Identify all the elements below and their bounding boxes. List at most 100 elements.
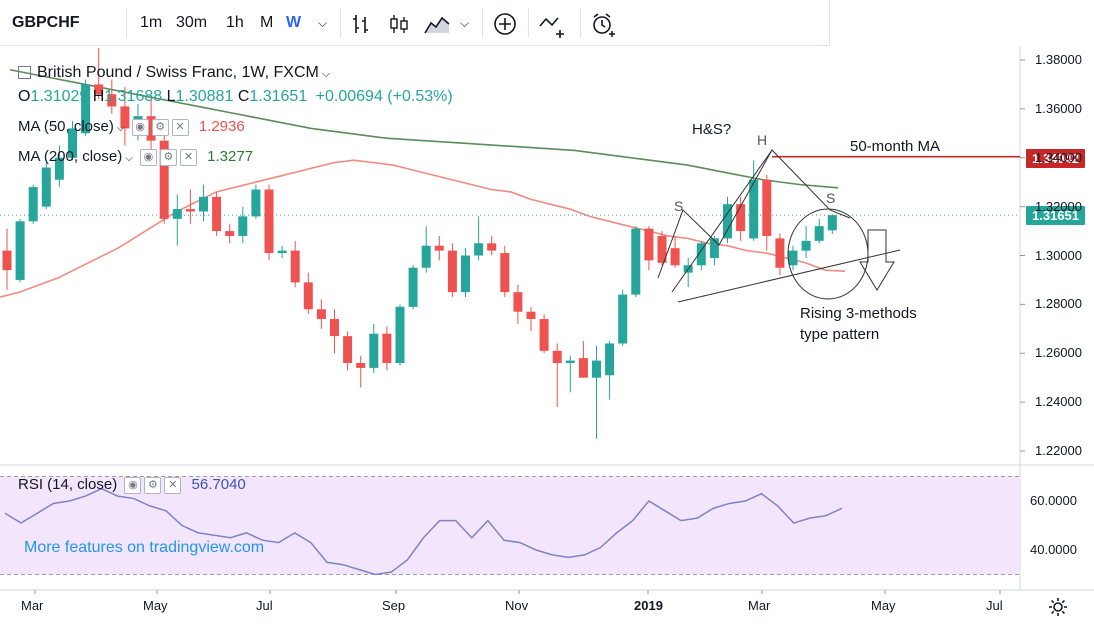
candle-body (107, 94, 117, 107)
alert-clock-icon[interactable] (590, 11, 618, 37)
candle-body (251, 189, 261, 217)
right-shoulder-annotation: S (826, 190, 836, 206)
close-icon[interactable]: ✕ (179, 148, 197, 166)
chevron-down-icon[interactable]: ⌵ (321, 68, 331, 80)
candle-body (225, 231, 235, 236)
candle-body (2, 250, 12, 271)
candle-body (578, 358, 588, 378)
left-shoulder-annotation: S (674, 198, 684, 214)
candle-body (408, 267, 418, 307)
head-annotation: H (757, 132, 768, 148)
price-tick-label: 1.34000 (1035, 149, 1082, 165)
ma200-line (9, 68, 839, 189)
settings-gear-icon[interactable] (1048, 597, 1068, 617)
settings-icon[interactable]: ⚙ (144, 476, 162, 494)
interval-m[interactable]: M (260, 14, 274, 31)
time-tick-label: Mar (748, 598, 771, 613)
candle-body (736, 204, 746, 232)
ma50-line (0, 159, 846, 298)
ma50-value: 1.2936 (198, 118, 245, 135)
interval-1m[interactable]: 1m (140, 14, 163, 31)
watermark-link[interactable]: More features on tradingview.com (24, 539, 265, 556)
chevron-down-icon[interactable]: ⌵ (125, 153, 133, 164)
compare-icon[interactable] (538, 12, 570, 38)
eye-icon[interactable]: ◉ (124, 476, 142, 494)
head-shoulders-outline (657, 149, 851, 279)
price-tick-label: 1.24000 (1035, 394, 1082, 410)
toolbar-divider (482, 8, 483, 38)
neckline (677, 249, 901, 303)
time-tick-label: Nov (505, 598, 529, 613)
chevron-down-icon[interactable]: ⌵ (116, 123, 125, 134)
ohlc-legend: O1.31029 H1.31688 L1.30881 C1.31651 +0.0… (18, 88, 453, 106)
interval-w[interactable]: W (286, 14, 302, 31)
candle-body (41, 167, 51, 207)
price-tick-label: 1.36000 (1035, 100, 1082, 116)
candle-body (421, 245, 431, 268)
price-tick-label: 1.38000 (1035, 52, 1082, 67)
candle-body (565, 360, 575, 364)
time-tick-label: Jul (256, 598, 273, 613)
last-price-tag: 1.31651 (1026, 206, 1085, 225)
candle-body (709, 238, 719, 258)
interval-30m[interactable]: 30m (176, 14, 208, 31)
pattern-annotation-line1: Rising 3-methods (800, 305, 917, 322)
interval-1h[interactable]: 1h (226, 14, 244, 31)
price-tick-label: 1.28000 (1035, 296, 1082, 312)
eye-icon[interactable]: ◉ (139, 148, 157, 166)
open-value: 1.31029 (30, 88, 89, 105)
settings-icon[interactable]: ⚙ (151, 118, 169, 136)
candle-body (461, 255, 470, 293)
candle-body (316, 309, 326, 320)
close-label: C (237, 88, 250, 105)
ma50-legend: MA (50, close) ⌵ ◉ ⚙ ✕ 1.2936 (18, 118, 245, 136)
candle-body (54, 157, 64, 180)
candle-body (827, 215, 837, 231)
ma200-label: MA (200, close) (18, 148, 123, 165)
low-value: 1.30881 (175, 88, 234, 105)
candle-body (303, 282, 313, 310)
close-icon[interactable]: ✕ (171, 118, 189, 136)
add-indicator-icon[interactable] (493, 12, 517, 36)
candle-body (81, 84, 91, 134)
eye-icon[interactable]: ◉ (131, 118, 149, 136)
area-chart-icon[interactable] (424, 13, 450, 35)
time-tick-label: May (871, 598, 896, 613)
change-value: +0.00694 (+0.53%) (315, 88, 453, 105)
time-tick-label: May (143, 598, 168, 613)
rsi-legend: RSI (14, close) ◉ ⚙ ✕ 56.7040 (18, 476, 246, 494)
rsi-value: 56.7040 (191, 476, 246, 493)
candle-body (290, 250, 300, 283)
candle-body (696, 243, 706, 266)
chevron-down-icon[interactable]: ⌵ (460, 16, 470, 30)
ma-annotation: 50-month MA (850, 138, 941, 155)
toolbar-divider (126, 8, 127, 38)
candle-body (657, 235, 667, 263)
candle-body (68, 128, 77, 158)
candle-body (487, 243, 497, 251)
candle-body (343, 336, 353, 364)
candle-body (644, 228, 654, 261)
bar-style-icon[interactable] (350, 13, 372, 35)
candle-body (28, 187, 38, 222)
candle-body (434, 245, 444, 251)
candle-body (631, 228, 641, 295)
candle-body (159, 140, 169, 219)
symbol-selector[interactable]: GBPCHF (12, 14, 80, 31)
candle-body (670, 248, 680, 266)
candle-body (212, 196, 222, 232)
rsi-label: RSI (14, close) (18, 476, 118, 493)
settings-icon[interactable]: ⚙ (159, 148, 177, 166)
candles-icon[interactable] (388, 13, 410, 35)
legend-title: British Pound / Swiss Franc, 1W, FXCM (37, 64, 319, 81)
rsi-line (4, 487, 843, 576)
candle-body (185, 209, 195, 212)
toolbar-divider (580, 8, 581, 38)
candle-body (238, 216, 248, 236)
price-tick-label: 1.22000 (1035, 443, 1082, 458)
ma-level-price-tag: 1.34042 (1026, 149, 1085, 168)
low-label: L (166, 88, 176, 105)
close-icon[interactable]: ✕ (164, 476, 182, 494)
ma50-label: MA (50, close) (18, 118, 114, 135)
chevron-down-icon[interactable]: ⌵ (318, 16, 328, 30)
